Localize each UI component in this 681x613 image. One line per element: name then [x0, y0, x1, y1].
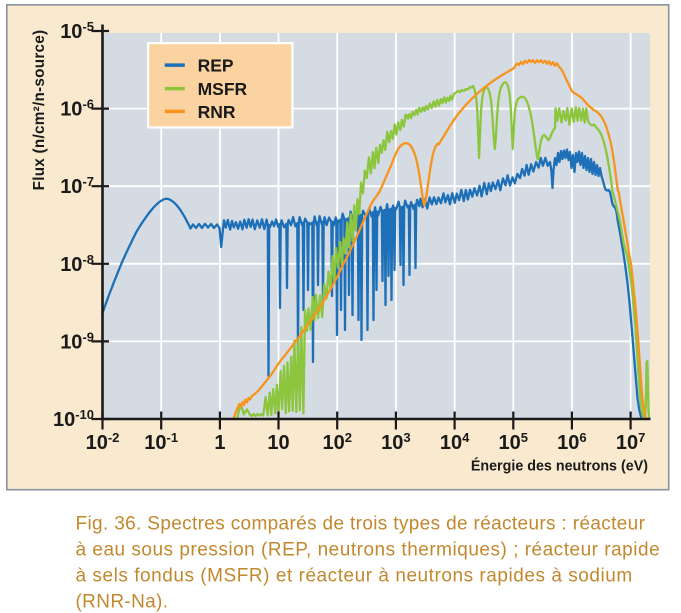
- svg-text:1: 1: [214, 432, 225, 454]
- svg-text:Flux (n/cm²/n-source): Flux (n/cm²/n-source): [31, 30, 48, 191]
- svg-text:10-10: 10-10: [53, 407, 94, 431]
- svg-text:à sels fondus (MSFR) et réacte: à sels fondus (MSFR) et réacteur à neutr…: [76, 566, 633, 587]
- svg-text:106: 106: [557, 430, 586, 454]
- svg-text:à eau sous pression (REP, neut: à eau sous pression (REP, neutrons therm…: [76, 540, 661, 561]
- svg-text:10: 10: [267, 432, 289, 454]
- svg-text:Fig. 36. Spectres comparés de: Fig. 36. Spectres comparés de trois type…: [76, 514, 646, 535]
- svg-text:(RNR-Na).: (RNR-Na).: [76, 592, 169, 613]
- svg-text:REP: REP: [198, 56, 234, 76]
- svg-text:Énergie des neutrons (eV): Énergie des neutrons (eV): [471, 458, 648, 475]
- svg-text:RNR: RNR: [198, 102, 236, 122]
- svg-text:MSFR: MSFR: [198, 79, 248, 99]
